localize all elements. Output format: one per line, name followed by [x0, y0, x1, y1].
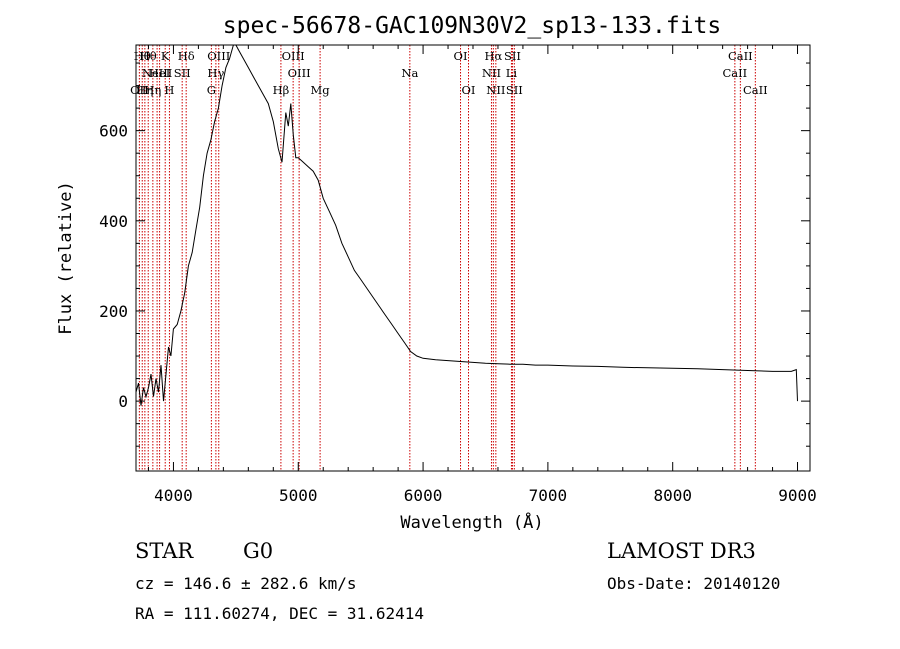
line-label-20: OI: [462, 83, 476, 97]
line-label-16: OIII: [288, 66, 311, 80]
line-label-1: Hθ: [134, 49, 151, 63]
xtick-label-4: 8000: [653, 486, 692, 505]
ytick-label-0: 0: [118, 392, 128, 411]
xtick-label-0: 4000: [154, 486, 193, 505]
line-label-6: HeI: [149, 66, 170, 80]
spectrum-line: [135, 44, 798, 406]
line-label-17: Mg: [311, 83, 331, 97]
line-label-4: Hη: [144, 83, 161, 97]
spectral-line-markers: [138, 45, 756, 471]
line-label-26: SII: [506, 83, 523, 97]
line-label-27: CaII: [722, 66, 747, 80]
line-label-10: Hδ: [178, 49, 195, 63]
observation-date: Obs-Date: 20140120: [607, 574, 781, 593]
line-label-7: K: [161, 49, 170, 63]
line-label-19: OI: [454, 49, 468, 63]
redshift-readout: cz = 146.6 ± 282.6 km/s: [135, 574, 357, 593]
ytick-label-1: 200: [99, 302, 128, 321]
line-label-24: Li: [506, 66, 518, 80]
line-label-0: OII: [130, 83, 149, 97]
y-axis-label: Flux (relative): [56, 181, 76, 335]
line-label-25: SII: [504, 49, 521, 63]
line-label-21: NII: [482, 66, 501, 80]
line-label-18: Na: [401, 66, 418, 80]
line-label-28: CaII: [728, 49, 753, 63]
ytick-label-3: 600: [99, 122, 128, 141]
line-label-15: OIII: [282, 49, 305, 63]
xtick-label-3: 7000: [529, 486, 568, 505]
xtick-label-1: 5000: [279, 486, 318, 505]
line-label-3: Hθ: [140, 49, 157, 63]
line-label-22: Hα: [484, 49, 502, 63]
line-label-11: G: [207, 83, 216, 97]
line-label-5: NeIII: [142, 66, 173, 80]
x-axis: 4000 5000 6000 7000 8000 9000: [147, 45, 817, 505]
coordinates-readout: RA = 111.60274, DEC = 31.62414: [135, 604, 424, 623]
line-label-14: Hβ: [273, 83, 290, 97]
line-label-23: NII: [486, 83, 505, 97]
line-label-2: Hη: [136, 83, 153, 97]
ytick-label-2: 400: [99, 212, 128, 231]
line-label-9: SII: [174, 66, 191, 80]
chart-title: spec-56678-GAC109N30V2_sp13-133.fits: [223, 13, 722, 39]
xtick-label-5: 9000: [778, 486, 817, 505]
object-subclass: G0: [243, 539, 274, 563]
y-axis: 0 200 400 600: [99, 62, 810, 447]
line-label-29: CaII: [743, 83, 768, 97]
plot-frame: [135, 44, 811, 472]
x-axis-label: Wavelength (Å): [400, 511, 543, 533]
survey-name: LAMOST DR3: [607, 539, 756, 563]
line-label-12: Hγ: [207, 66, 224, 80]
object-class: STAR: [135, 539, 194, 563]
xtick-label-2: 6000: [404, 486, 443, 505]
line-label-8: H: [164, 83, 174, 97]
spectral-line-labels: OIIHθHηHθHηNeIIIHeIKHSIIHδGHγOIIIHβOIIIO…: [130, 49, 768, 97]
line-label-13: OIII: [207, 49, 230, 63]
